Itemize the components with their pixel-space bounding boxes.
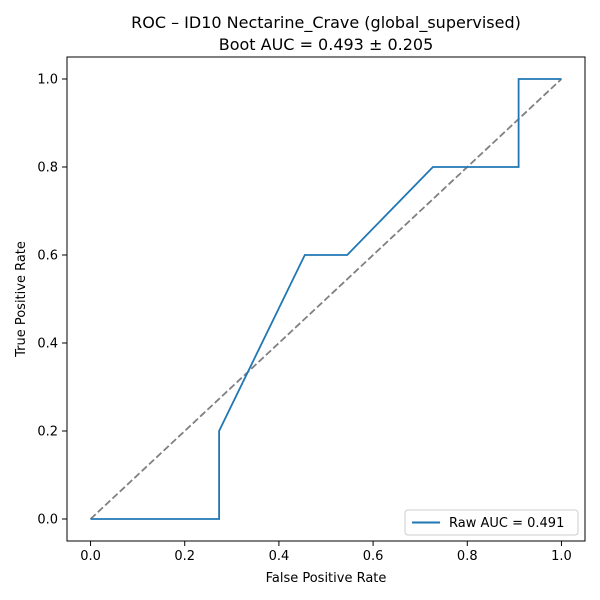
chart-title: ROC – ID10 Nectarine_Crave (global_super… [131, 13, 521, 33]
x-axis-ticks: 0.0 0.2 0.4 0.6 0.8 1.0 [80, 541, 572, 564]
series-layer [89, 78, 563, 520]
y-tick-label: 0.0 [37, 513, 58, 528]
plot-frame [66, 56, 586, 542]
y-tick-label: 1.0 [37, 73, 58, 88]
y-tick-label: 0.2 [37, 425, 58, 440]
x-axis-label: False Positive Rate [266, 571, 387, 586]
legend-entry-raw-auc: Raw AUC = 0.491 [449, 516, 564, 531]
chance-diagonal-line [89, 78, 563, 520]
y-axis-label: True Positive Rate [14, 241, 29, 358]
legend-box [404, 509, 579, 536]
y-tick-label: 0.4 [37, 337, 58, 352]
x-tick-label: 1.0 [551, 549, 572, 564]
roc-curve-line [90, 78, 562, 520]
x-tick-label: 0.0 [80, 549, 101, 564]
y-axis-ticks: 0.0 0.2 0.4 0.6 0.8 1.0 [37, 73, 67, 528]
x-tick-label: 0.6 [363, 549, 384, 564]
y-tick-label: 0.6 [37, 249, 58, 264]
x-tick-label: 0.4 [269, 549, 290, 564]
y-tick-label: 0.8 [37, 161, 58, 176]
x-tick-label: 0.8 [457, 549, 478, 564]
x-tick-label: 0.2 [174, 549, 195, 564]
legend: Raw AUC = 0.491 [404, 509, 579, 536]
chart-subtitle: Boot AUC = 0.493 ± 0.205 [219, 35, 434, 54]
